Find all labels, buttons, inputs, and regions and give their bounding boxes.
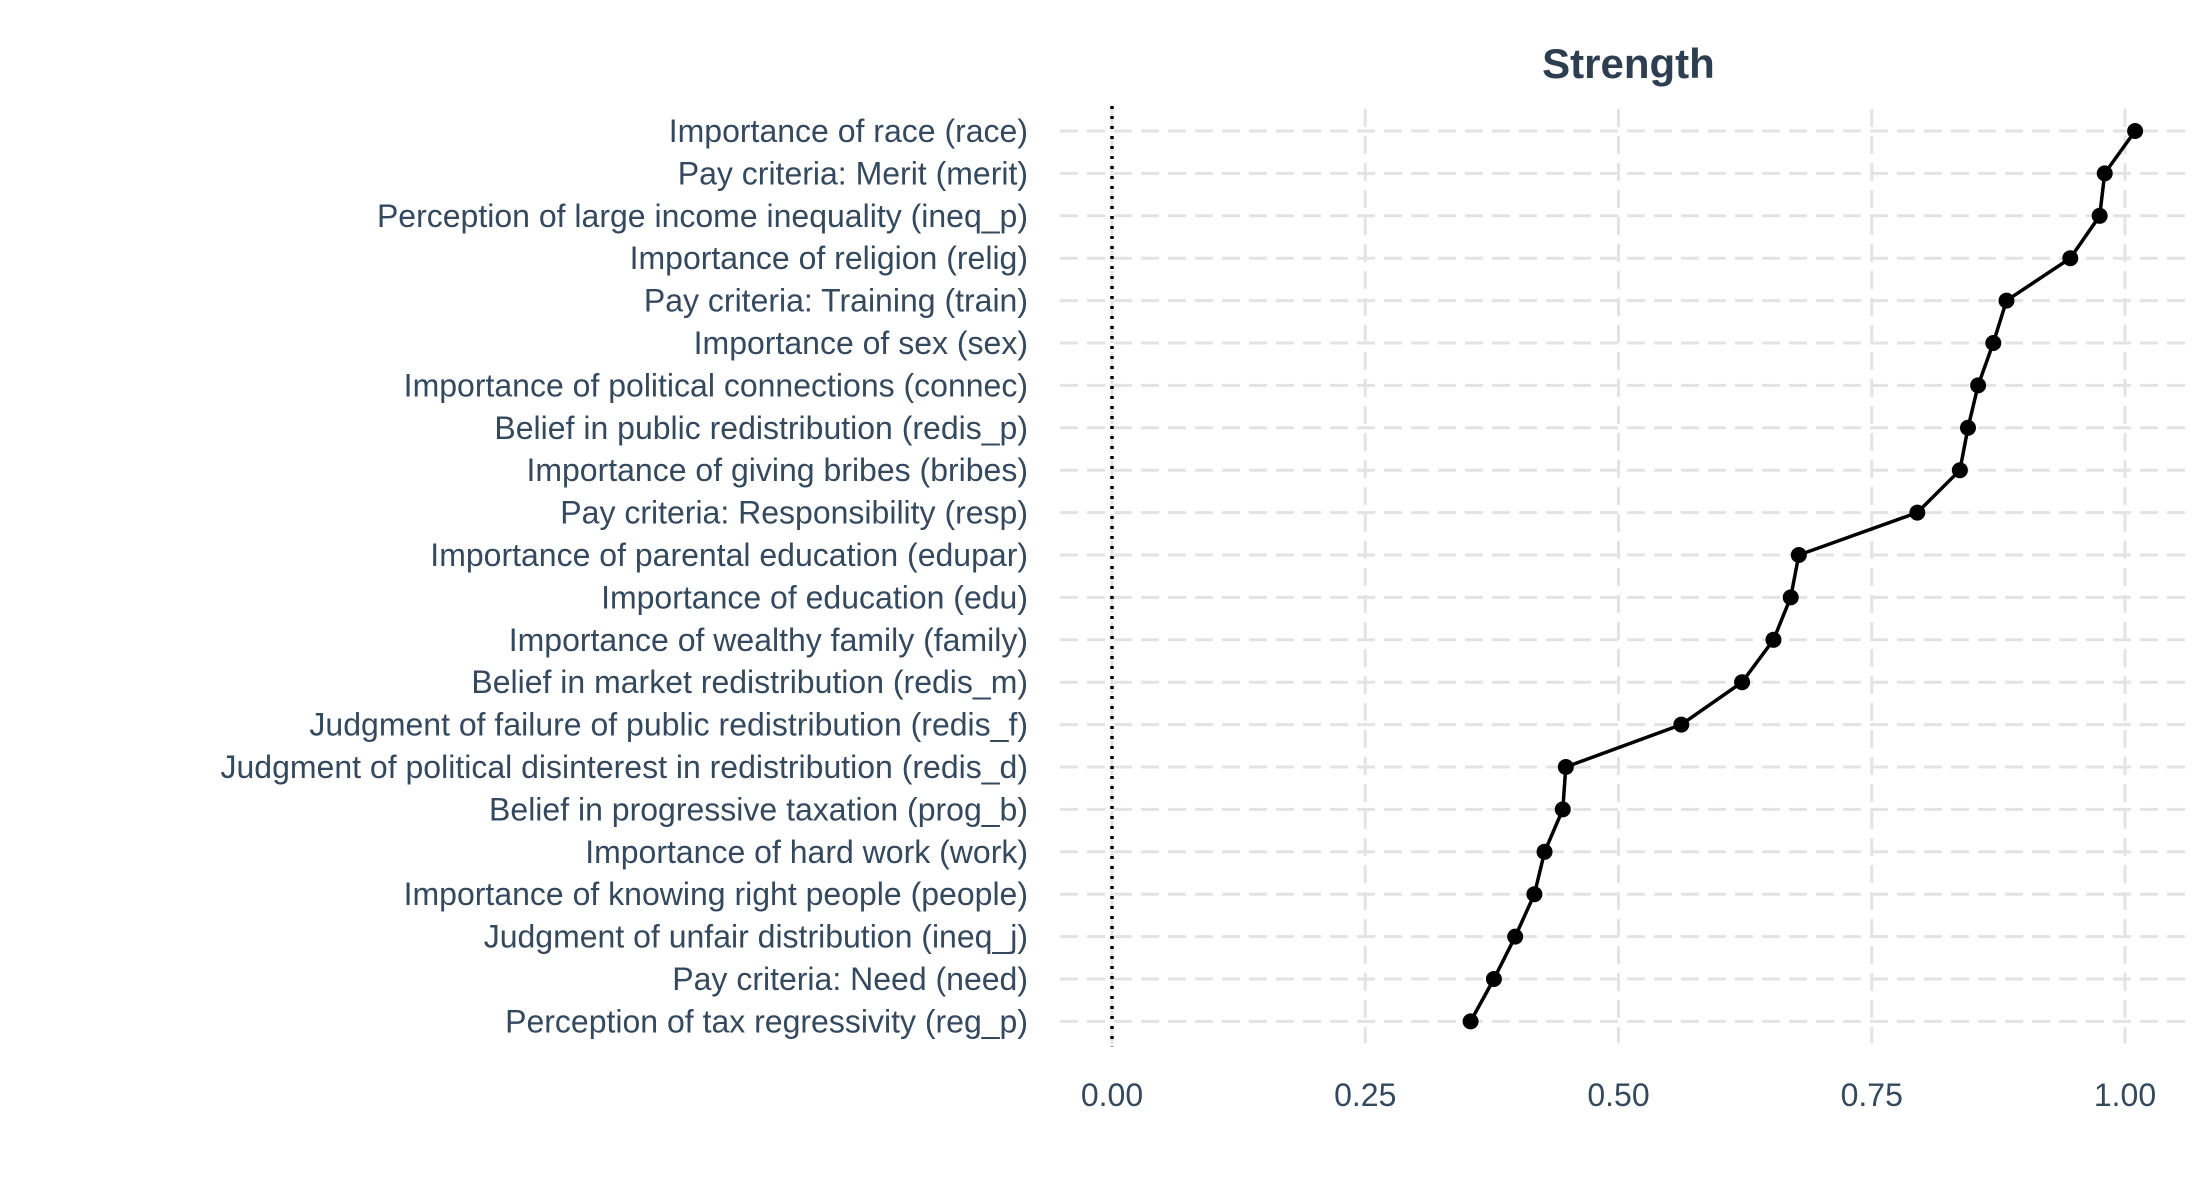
y-axis-labels: Importance of race (race) Pay criteria: M… — [221, 113, 1029, 1039]
y-tick-label-10: Importance of parental education (edupar… — [430, 537, 1028, 573]
strength-series-line — [1469, 129, 2137, 1023]
y-tick-label-12: Importance of wealthy family (family) — [509, 622, 1028, 658]
y-tick-label-8: Importance of giving bribes (bribes) — [526, 452, 1028, 488]
y-tick-label-1: Pay criteria: Merit (merit) — [678, 155, 1028, 191]
y-tick-label-19: Judgment of unfair distribution (ineq_j) — [484, 919, 1028, 955]
data-point-19 — [1507, 928, 1524, 945]
y-tick-label-6: Importance of political connections (con… — [404, 367, 1028, 403]
y-tick-label-7: Belief in public redistribution (redis_p… — [494, 410, 1028, 446]
y-tick-label-15: Judgment of political disinterest in red… — [221, 749, 1029, 785]
x-tick-label-4: 1.00 — [2094, 1077, 2156, 1113]
data-point-14 — [1673, 716, 1690, 733]
y-tick-label-2: Perception of large income inequality (i… — [377, 198, 1028, 234]
y-tick-label-20: Pay criteria: Need (need) — [672, 961, 1028, 997]
chart-title: Strength — [1542, 40, 1715, 87]
data-point-10 — [1790, 547, 1807, 563]
data-point-18 — [1526, 886, 1543, 903]
x-axis-labels: 0.00 0.25 0.50 0.75 1.00 — [1081, 1077, 2156, 1113]
y-tick-label-18: Importance of knowing right people (peop… — [404, 876, 1028, 912]
y-tick-label-3: Importance of religion (relig) — [630, 240, 1028, 276]
data-points — [1462, 123, 2144, 1030]
x-tick-label-0: 0.00 — [1081, 1077, 1143, 1113]
data-point-8 — [1951, 462, 1968, 479]
y-tick-label-16: Belief in progressive taxation (prog_b) — [489, 791, 1028, 827]
x-tick-label-2: 0.50 — [1587, 1077, 1649, 1113]
x-tick-label-1: 0.25 — [1334, 1077, 1396, 1113]
data-point-7 — [1959, 419, 1976, 436]
y-tick-label-17: Importance of hard work (work) — [585, 834, 1028, 870]
data-point-20 — [1485, 971, 1502, 987]
y-tick-label-9: Pay criteria: Responsibility (resp) — [560, 495, 1028, 531]
data-point-0 — [2127, 123, 2144, 139]
data-point-1 — [2096, 165, 2113, 182]
y-tick-label-0: Importance of race (race) — [669, 113, 1028, 149]
data-point-9 — [1909, 504, 1926, 521]
y-tick-label-4: Pay criteria: Training (train) — [644, 283, 1028, 319]
data-point-17 — [1536, 843, 1553, 860]
y-tick-label-5: Importance of sex (sex) — [694, 325, 1028, 361]
data-point-5 — [1985, 335, 2002, 351]
y-tick-label-14: Judgment of failure of public redistribu… — [309, 707, 1028, 743]
data-point-3 — [2062, 250, 2079, 267]
y-tick-label-21: Perception of tax regressivity (reg_p) — [505, 1003, 1028, 1039]
x-tick-label-3: 0.75 — [1841, 1077, 1903, 1113]
y-tick-label-11: Importance of education (edu) — [601, 579, 1028, 615]
series-line — [1469, 129, 2137, 1023]
data-point-16 — [1554, 801, 1571, 818]
data-point-11 — [1782, 589, 1799, 606]
data-point-6 — [1970, 377, 1987, 394]
grid-lines — [1060, 109, 2190, 1044]
data-point-13 — [1734, 674, 1751, 691]
data-point-2 — [2091, 207, 2108, 224]
y-tick-label-13: Belief in market redistribution (redis_m… — [471, 664, 1028, 700]
data-point-15 — [1557, 759, 1574, 775]
data-point-21 — [1462, 1013, 1479, 1030]
data-point-4 — [1998, 292, 2015, 309]
data-point-12 — [1765, 631, 1782, 648]
